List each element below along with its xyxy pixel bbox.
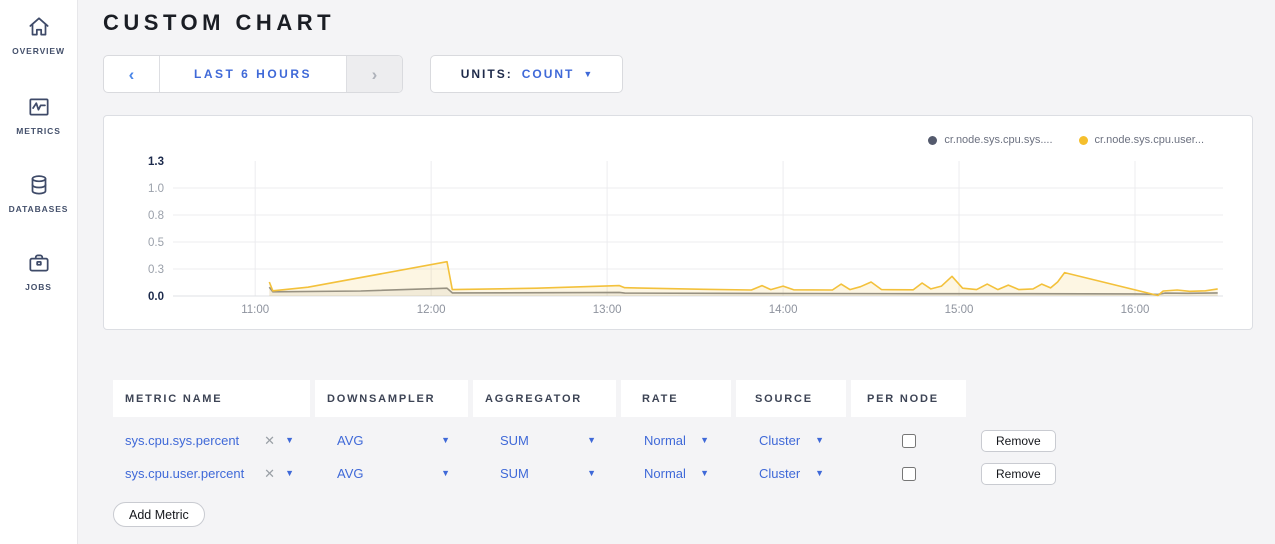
- source-select[interactable]: Cluster ▼: [736, 424, 846, 457]
- remove-cell: Remove: [981, 424, 1056, 457]
- svg-text:15:00: 15:00: [945, 304, 974, 316]
- chevron-down-icon: ▼: [815, 435, 824, 445]
- rate-value: Normal: [644, 466, 686, 481]
- units-value: COUNT: [521, 67, 575, 81]
- sidebar: OVERVIEW METRICS DATABASES: [0, 0, 78, 544]
- chevron-left-icon: ‹: [128, 64, 135, 84]
- chevron-down-icon: ▼: [285, 468, 294, 478]
- column-header-metric-name: METRIC NAME: [113, 380, 310, 417]
- time-range-prev-button[interactable]: ‹: [104, 56, 160, 92]
- chevron-down-icon: ▼: [285, 435, 294, 445]
- svg-text:12:00: 12:00: [417, 304, 446, 316]
- rate-select[interactable]: Normal ▼: [621, 424, 731, 457]
- table-header-row: METRIC NAME DOWNSAMPLER AGGREGATOR RATE …: [113, 380, 1061, 417]
- legend-item-user[interactable]: cr.node.sys.cpu.user...: [1078, 134, 1204, 146]
- column-header-aggregator: AGGREGATOR: [473, 380, 616, 417]
- legend-dot-icon: [928, 135, 938, 145]
- time-range-selector: ‹ LAST 6 HOURS ›: [103, 55, 403, 93]
- legend-item-sys[interactable]: cr.node.sys.cpu.sys....: [928, 134, 1053, 146]
- metrics-icon: [26, 94, 52, 120]
- sidebar-item-label: METRICS: [16, 126, 61, 136]
- chevron-down-icon: ▼: [441, 435, 450, 445]
- remove-button[interactable]: Remove: [981, 429, 1056, 452]
- clear-icon[interactable]: ✕: [264, 432, 276, 448]
- table-row: sys.cpu.user.percent ✕ ▼ AVG ▼ SUM ▼ Nor…: [113, 457, 1061, 490]
- chart-panel: 11:00 12:00 13:00 14:00 15:00 16:00 1.3 1.0 0.8 0…: [103, 115, 1253, 330]
- per-node-cell: [851, 424, 966, 457]
- clear-icon[interactable]: ✕: [264, 465, 276, 481]
- source-value: Cluster: [759, 433, 801, 448]
- downsampler-select[interactable]: AVG ▼: [315, 457, 468, 490]
- chevron-down-icon: ▼: [587, 468, 596, 478]
- chevron-down-icon: ▼: [583, 68, 593, 79]
- legend-label: cr.node.sys.cpu.sys....: [944, 134, 1053, 146]
- source-select[interactable]: Cluster ▼: [736, 457, 846, 490]
- sidebar-item-metrics[interactable]: METRICS: [0, 94, 77, 136]
- sidebar-item-jobs[interactable]: JOBS: [0, 250, 77, 292]
- svg-text:0.0: 0.0: [148, 291, 164, 303]
- remove-button[interactable]: Remove: [981, 462, 1056, 485]
- aggregator-select[interactable]: SUM ▼: [473, 424, 616, 457]
- metric-name-value: sys.cpu.sys.percent: [125, 433, 240, 448]
- metric-name-select[interactable]: sys.cpu.user.percent ✕ ▼: [113, 457, 310, 490]
- metrics-table: METRIC NAME DOWNSAMPLER AGGREGATOR RATE …: [113, 380, 1061, 490]
- chevron-down-icon: ▼: [441, 468, 450, 478]
- column-header-source: SOURCE: [736, 380, 846, 417]
- sidebar-item-databases[interactable]: DATABASES: [0, 172, 77, 214]
- per-node-cell: [851, 457, 966, 490]
- svg-text:14:00: 14:00: [769, 304, 798, 316]
- chevron-down-icon: ▼: [815, 468, 824, 478]
- downsampler-select[interactable]: AVG ▼: [315, 424, 468, 457]
- sidebar-item-overview[interactable]: OVERVIEW: [0, 14, 77, 56]
- sidebar-item-label: OVERVIEW: [12, 46, 65, 56]
- page-title: CUSTOM CHART: [103, 10, 336, 35]
- column-header-downsampler: DOWNSAMPLER: [315, 380, 468, 417]
- units-dropdown[interactable]: UNITS: COUNT ▼: [430, 55, 623, 93]
- jobs-icon: [26, 250, 52, 276]
- rate-value: Normal: [644, 433, 686, 448]
- downsampler-value: AVG: [337, 433, 364, 448]
- svg-text:0.5: 0.5: [148, 237, 164, 249]
- legend-label: cr.node.sys.cpu.user...: [1094, 134, 1204, 146]
- remove-cell: Remove: [981, 457, 1056, 490]
- chevron-right-icon: ›: [371, 64, 378, 84]
- svg-text:13:00: 13:00: [593, 304, 622, 316]
- aggregator-select[interactable]: SUM ▼: [473, 457, 616, 490]
- svg-text:16:00: 16:00: [1121, 304, 1150, 316]
- per-node-checkbox[interactable]: [901, 433, 916, 448]
- sidebar-item-label: DATABASES: [8, 204, 69, 214]
- chevron-down-icon: ▼: [700, 468, 709, 478]
- rate-select[interactable]: Normal ▼: [621, 457, 731, 490]
- units-label: UNITS:: [460, 67, 513, 81]
- legend-dot-icon: [1078, 135, 1088, 145]
- svg-text:1.3: 1.3: [148, 156, 164, 168]
- per-node-checkbox[interactable]: [901, 466, 916, 481]
- chart-legend: cr.node.sys.cpu.sys.... cr.node.sys.cpu.…: [928, 134, 1204, 146]
- table-row: sys.cpu.sys.percent ✕ ▼ AVG ▼ SUM ▼ Norm…: [113, 424, 1061, 457]
- databases-icon: [26, 172, 52, 198]
- svg-text:1.0: 1.0: [148, 183, 164, 195]
- svg-text:0.8: 0.8: [148, 210, 164, 222]
- time-range-dropdown[interactable]: LAST 6 HOURS: [193, 67, 312, 81]
- svg-text:0.3: 0.3: [148, 264, 164, 276]
- aggregator-value: SUM: [500, 466, 529, 481]
- downsampler-value: AVG: [337, 466, 364, 481]
- home-icon: [26, 14, 52, 40]
- source-value: Cluster: [759, 466, 801, 481]
- column-header-rate: RATE: [621, 380, 731, 417]
- chevron-down-icon: ▼: [700, 435, 709, 445]
- metric-name-select[interactable]: sys.cpu.sys.percent ✕ ▼: [113, 424, 310, 457]
- chevron-down-icon: ▼: [587, 435, 596, 445]
- column-header-per-node: PER NODE: [851, 380, 966, 417]
- aggregator-value: SUM: [500, 433, 529, 448]
- svg-text:11:00: 11:00: [241, 304, 269, 316]
- sidebar-item-label: JOBS: [25, 282, 52, 292]
- metric-name-value: sys.cpu.user.percent: [125, 466, 245, 481]
- line-chart[interactable]: 11:00 12:00 13:00 14:00 15:00 16:00 1.3 1.0 0.8 0…: [104, 116, 1254, 331]
- add-metric-button[interactable]: Add Metric: [113, 502, 205, 527]
- time-range-next-button[interactable]: ›: [346, 56, 402, 92]
